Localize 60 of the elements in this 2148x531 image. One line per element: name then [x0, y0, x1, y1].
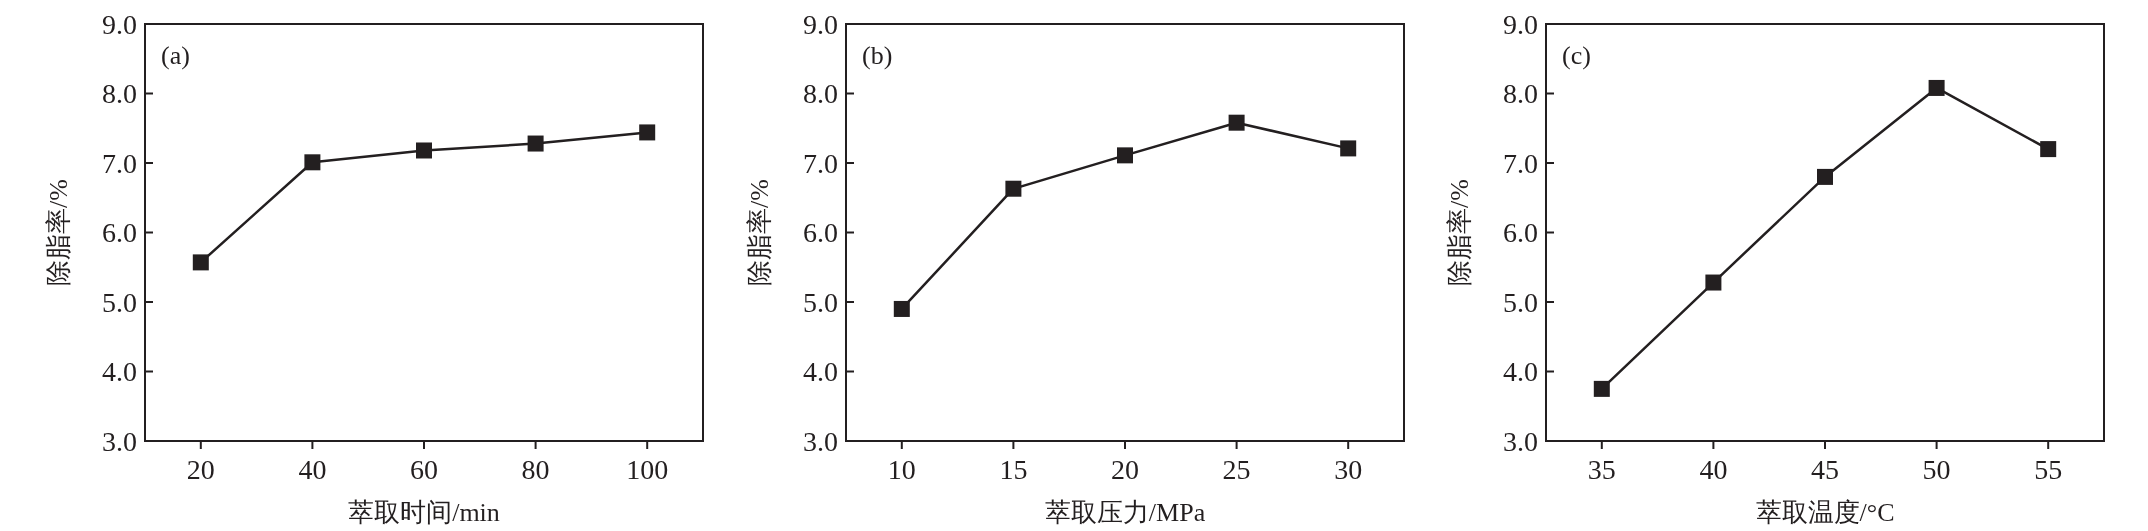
point — [893, 300, 910, 317]
y-axis-title: 除脂率/% — [1445, 179, 1474, 286]
y-tick-label: 8.0 — [1503, 78, 1538, 110]
y-tick-label: 9.0 — [1503, 8, 1538, 40]
y-tick-label: 7.0 — [102, 147, 137, 179]
x-tick-label: 10 — [887, 454, 916, 485]
y-tick-label: 6.0 — [102, 217, 137, 249]
point — [1705, 274, 1722, 291]
y-tick-label: 5.0 — [803, 286, 838, 318]
x-tick-label: 35 — [1587, 454, 1616, 485]
y-tick-label: 9.0 — [803, 8, 838, 40]
y-tick-label: 3.0 — [102, 425, 137, 457]
y-tick-label: 4.0 — [102, 356, 137, 388]
point — [1928, 79, 1945, 96]
x-tick-label: 55 — [2034, 454, 2063, 485]
point — [1593, 380, 1610, 397]
point — [1117, 147, 1133, 164]
point — [416, 142, 432, 159]
point — [527, 135, 544, 152]
x-tick-label: 20 — [186, 454, 215, 485]
x-axis-title: 萃取压力/MPa — [1044, 498, 1206, 527]
y-tick-label: 3.0 — [1503, 425, 1538, 457]
point — [1005, 180, 1022, 197]
x-axis-title: 萃取温度/°C — [1755, 498, 1895, 527]
point — [1817, 168, 1833, 185]
x-tick-label: 15 — [999, 454, 1028, 485]
x-tick-label: 80 — [521, 454, 550, 485]
y-tick-label: 7.0 — [1503, 147, 1538, 179]
y-tick-label: 5.0 — [1503, 286, 1538, 318]
x-axis-title: 萃取时间/min — [348, 498, 500, 527]
x-tick-label: 60 — [410, 454, 438, 485]
y-tick-label: 8.0 — [803, 78, 838, 110]
y-tick-label: 3.0 — [803, 425, 838, 457]
point — [304, 154, 321, 171]
x-tick-label: 25 — [1222, 454, 1251, 485]
y-tick-label: 6.0 — [803, 217, 838, 249]
x-tick-label: 20 — [1111, 454, 1139, 485]
point — [1340, 140, 1357, 157]
y-axis-title: 除脂率/% — [745, 179, 774, 286]
point — [2040, 141, 2057, 158]
x-tick-label: 45 — [1811, 454, 1839, 485]
x-tick-label: 30 — [1334, 454, 1363, 485]
x-tick-label: 50 — [1922, 454, 1951, 485]
point — [1228, 114, 1245, 131]
point — [639, 124, 656, 141]
x-tick-label: 100 — [626, 454, 669, 485]
y-tick-label: 4.0 — [803, 356, 838, 388]
annotation: (c) — [1562, 41, 1591, 70]
y-tick-label: 7.0 — [803, 147, 838, 179]
y-tick-label: 9.0 — [102, 8, 137, 40]
y-axis-title: 除脂率/% — [44, 179, 73, 286]
annotation: (b) — [862, 41, 893, 70]
y-tick-label: 4.0 — [1503, 356, 1538, 388]
y-tick-label: 6.0 — [1503, 217, 1538, 249]
point — [192, 254, 209, 271]
annotation: (a) — [161, 41, 190, 70]
x-tick-label: 40 — [298, 454, 327, 485]
y-tick-label: 5.0 — [102, 286, 137, 318]
y-tick-label: 8.0 — [102, 78, 137, 110]
x-tick-label: 40 — [1699, 454, 1728, 485]
